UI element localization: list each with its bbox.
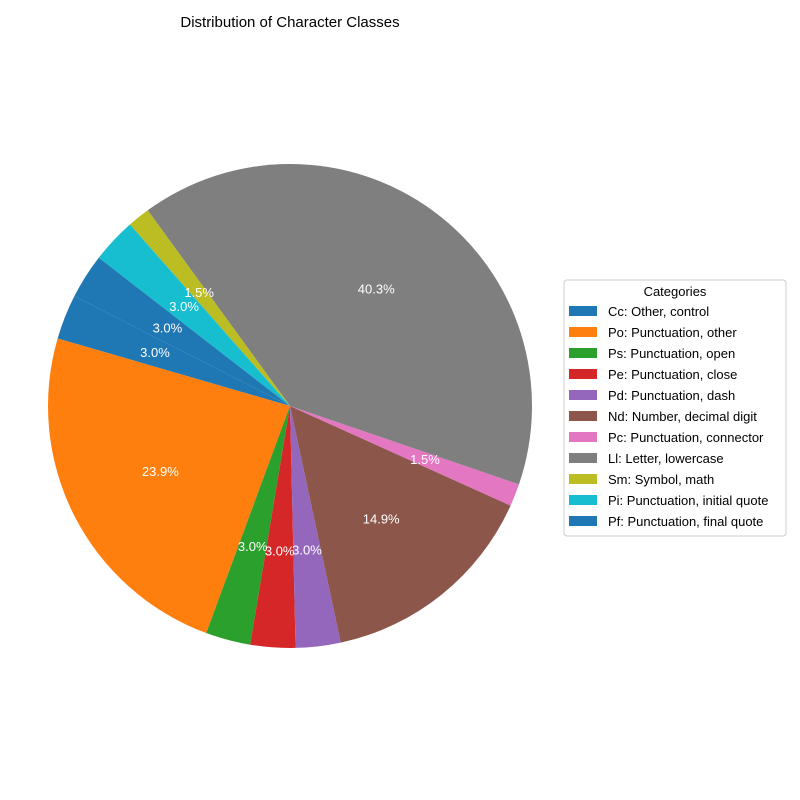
- pie-slice: [129, 210, 290, 406]
- pie-slice: [57, 296, 291, 406]
- legend-swatch: [569, 348, 597, 358]
- legend-swatch: [569, 432, 597, 442]
- pie-percent-label: 23.9%: [142, 464, 179, 479]
- pie-percent-label: 3.0%: [153, 321, 183, 336]
- pie-slice: [290, 406, 519, 506]
- pie-percent-label: 14.9%: [363, 511, 400, 526]
- legend-swatch: [569, 369, 597, 379]
- legend-items: Cc: Other, control Po: Punctuation, other…: [569, 304, 768, 529]
- legend-swatch: [569, 327, 597, 337]
- legend-label: Ll: Letter, lowercase: [608, 451, 724, 466]
- pie-slices: [48, 164, 532, 648]
- legend-label: Ps: Punctuation, open: [608, 346, 735, 361]
- pie-percent-label: 3.0%: [238, 539, 268, 554]
- legend-frame: [563, 279, 787, 537]
- pie-percent-label: 3.0%: [169, 299, 199, 314]
- pie-slice: [98, 224, 290, 406]
- legend-title: Categories: [644, 284, 707, 299]
- legend-swatch: [569, 390, 597, 400]
- legend-label: Pe: Punctuation, close: [608, 367, 737, 382]
- legend-label: Pd: Punctuation, dash: [608, 388, 735, 403]
- pie-percent-label: 3.0%: [265, 543, 295, 558]
- legend-label: Pi: Punctuation, initial quote: [608, 493, 768, 508]
- pie-slice: [74, 257, 290, 406]
- legend-swatch: [569, 474, 597, 484]
- pie-slice: [147, 164, 532, 485]
- legend-label: Nd: Number, decimal digit: [608, 409, 757, 424]
- legend-label: Pc: Punctuation, connector: [608, 430, 764, 445]
- pie-slice: [250, 406, 296, 648]
- pie-slice: [206, 406, 290, 645]
- legend-swatch: [569, 411, 597, 421]
- legend-label: Sm: Symbol, math: [608, 472, 714, 487]
- pie-slice: [290, 406, 341, 648]
- legend-label: Po: Punctuation, other: [608, 325, 737, 340]
- legend-swatch: [569, 306, 597, 316]
- legend-swatch: [569, 453, 597, 463]
- legend-swatch: [569, 495, 597, 505]
- pie-percent-label: 40.3%: [358, 282, 395, 297]
- pie-percent-label: 3.0%: [292, 543, 322, 558]
- chart-title: Distribution of Character Classes: [180, 14, 399, 31]
- legend: Categories Cc: Other, control Po: Punctua…: [563, 279, 787, 537]
- pie-percent-label: 3.0%: [140, 345, 170, 360]
- pie-slice: [290, 406, 511, 643]
- legend-swatch: [569, 516, 597, 526]
- pie-percent-labels: 3.0%23.9%3.0%3.0%3.0%14.9%1.5%40.3%1.5%3…: [140, 282, 440, 559]
- legend-label: Cc: Other, control: [608, 304, 709, 319]
- pie-percent-label: 1.5%: [410, 452, 440, 467]
- pie-percent-label: 1.5%: [184, 285, 214, 300]
- legend-label: Pf: Punctuation, final quote: [608, 514, 763, 529]
- pie-slice: [48, 338, 291, 634]
